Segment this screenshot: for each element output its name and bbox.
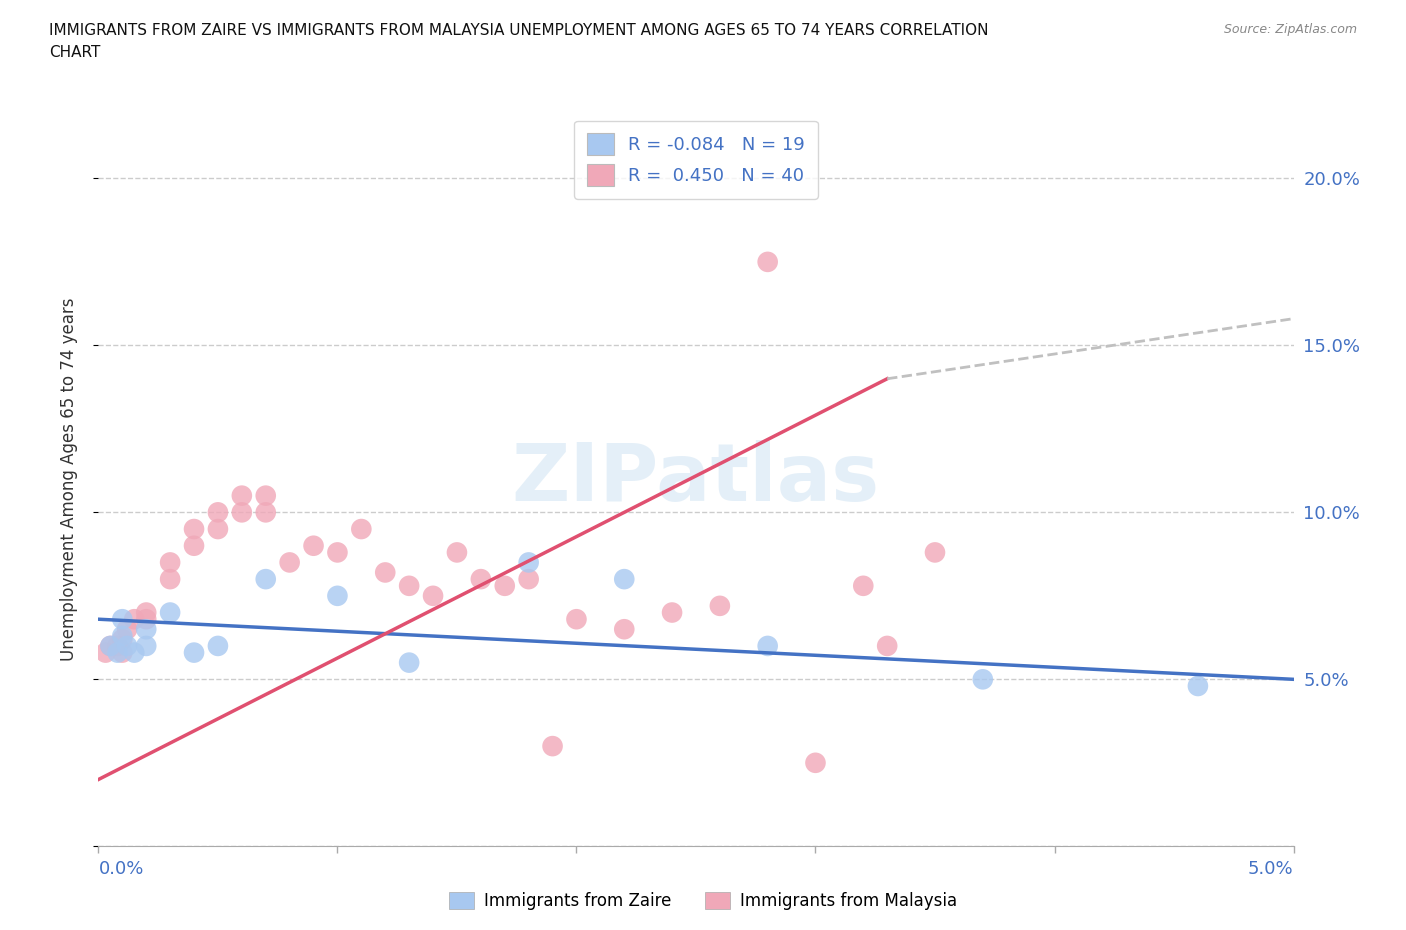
Point bbox=[135, 639, 157, 654]
Point bbox=[107, 639, 129, 654]
Point bbox=[422, 589, 444, 604]
Point bbox=[98, 639, 122, 654]
Point bbox=[115, 622, 138, 637]
Point bbox=[398, 578, 420, 593]
Point bbox=[107, 645, 129, 660]
Point bbox=[98, 639, 122, 654]
Text: Source: ZipAtlas.com: Source: ZipAtlas.com bbox=[1223, 23, 1357, 36]
Point bbox=[183, 538, 205, 553]
Point bbox=[302, 538, 325, 553]
Legend: R = -0.084   N = 19, R =  0.450   N = 40: R = -0.084 N = 19, R = 0.450 N = 40 bbox=[574, 121, 818, 199]
Point bbox=[565, 612, 588, 627]
Text: 0.0%: 0.0% bbox=[98, 859, 143, 878]
Point bbox=[1187, 679, 1209, 694]
Point bbox=[756, 255, 779, 270]
Point bbox=[326, 545, 349, 560]
Point bbox=[494, 578, 516, 593]
Text: ZIPatlas: ZIPatlas bbox=[512, 440, 880, 518]
Y-axis label: Unemployment Among Ages 65 to 74 years: Unemployment Among Ages 65 to 74 years bbox=[59, 298, 77, 660]
Point bbox=[207, 522, 229, 537]
Point bbox=[115, 639, 138, 654]
Point bbox=[517, 555, 540, 570]
Text: CHART: CHART bbox=[49, 45, 101, 60]
Point bbox=[613, 572, 636, 587]
Point bbox=[135, 612, 157, 627]
Point bbox=[183, 645, 205, 660]
Point bbox=[446, 545, 468, 560]
Point bbox=[111, 612, 134, 627]
Point bbox=[374, 565, 396, 580]
Point bbox=[278, 555, 301, 570]
Point bbox=[124, 645, 146, 660]
Point bbox=[661, 605, 683, 620]
Legend: Immigrants from Zaire, Immigrants from Malaysia: Immigrants from Zaire, Immigrants from M… bbox=[443, 885, 963, 917]
Point bbox=[517, 572, 540, 587]
Text: 5.0%: 5.0% bbox=[1249, 859, 1294, 878]
Point bbox=[159, 605, 181, 620]
Point bbox=[470, 572, 492, 587]
Point bbox=[94, 645, 117, 660]
Point bbox=[398, 656, 420, 671]
Point bbox=[804, 755, 827, 770]
Point bbox=[231, 505, 253, 520]
Point bbox=[852, 578, 875, 593]
Point bbox=[756, 639, 779, 654]
Point bbox=[326, 589, 349, 604]
Point bbox=[124, 612, 146, 627]
Point bbox=[231, 488, 253, 503]
Point bbox=[111, 631, 134, 646]
Point bbox=[207, 505, 229, 520]
Point bbox=[135, 605, 157, 620]
Point bbox=[350, 522, 373, 537]
Point bbox=[111, 629, 134, 644]
Point bbox=[876, 639, 898, 654]
Point bbox=[254, 505, 277, 520]
Point bbox=[111, 645, 134, 660]
Point bbox=[159, 572, 181, 587]
Point bbox=[924, 545, 946, 560]
Point bbox=[972, 671, 994, 686]
Point bbox=[709, 598, 731, 613]
Point bbox=[207, 639, 229, 654]
Point bbox=[159, 555, 181, 570]
Point bbox=[254, 488, 277, 503]
Point bbox=[183, 522, 205, 537]
Point bbox=[541, 738, 564, 753]
Point bbox=[613, 622, 636, 637]
Point bbox=[135, 622, 157, 637]
Text: IMMIGRANTS FROM ZAIRE VS IMMIGRANTS FROM MALAYSIA UNEMPLOYMENT AMONG AGES 65 TO : IMMIGRANTS FROM ZAIRE VS IMMIGRANTS FROM… bbox=[49, 23, 988, 38]
Point bbox=[254, 572, 277, 587]
